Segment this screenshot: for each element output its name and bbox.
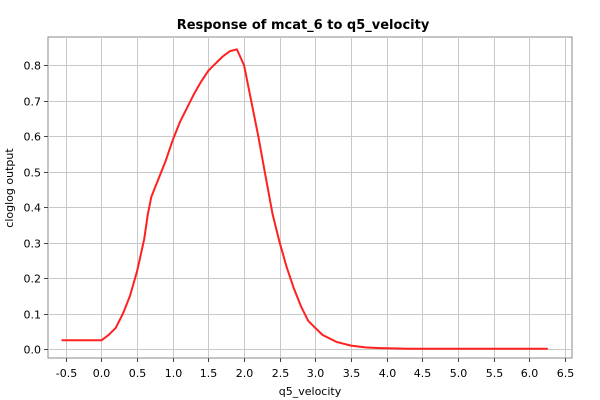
x-tick-label: 6.5	[557, 367, 575, 380]
chart-title: Response of mcat_6 to q5_velocity	[177, 18, 430, 33]
y-tick-label: 0.7	[24, 96, 42, 109]
y-tick-label: 0.8	[24, 60, 42, 73]
x-tick-label: 3.5	[343, 367, 361, 380]
axis-ticks: -0.5 0.0 0.5 1.0 1.5 2.0 2.5 3.0 3.5 4.0 4.5 5.0 5.5…	[24, 60, 575, 381]
y-tick-label: 0.5	[24, 167, 42, 180]
series-line-0	[61, 48, 548, 350]
y-tick-label: 0.0	[24, 344, 42, 357]
y-tick-label: 0.2	[24, 273, 42, 286]
x-tick-label: 0.0	[93, 367, 111, 380]
y-tick-label: 0.4	[24, 202, 42, 215]
x-tick-label: 1.0	[165, 367, 183, 380]
x-tick-label: 4.0	[379, 367, 397, 380]
x-tick-label: -0.5	[56, 367, 77, 380]
x-tick-label: 5.0	[450, 367, 468, 380]
x-tick-label: 3.0	[307, 367, 325, 380]
x-tick-label: 1.5	[200, 367, 218, 380]
x-tick-label: 6.0	[521, 367, 539, 380]
y-axis-label: cloglog output	[3, 148, 16, 228]
y-tick-label: 0.1	[24, 309, 42, 322]
x-tick-label: 4.5	[414, 367, 432, 380]
x-tick-label: 2.0	[236, 367, 254, 380]
x-tick-label: 0.5	[129, 367, 147, 380]
series-layer	[61, 48, 548, 350]
y-tick-label: 0.3	[24, 238, 42, 251]
grid	[48, 37, 572, 358]
x-tick-label: 2.5	[272, 367, 290, 380]
y-tick-label: 0.6	[24, 131, 42, 144]
x-axis-label: q5_velocity	[279, 385, 342, 398]
x-tick-label: 5.5	[486, 367, 504, 380]
plot-area	[47, 36, 573, 359]
